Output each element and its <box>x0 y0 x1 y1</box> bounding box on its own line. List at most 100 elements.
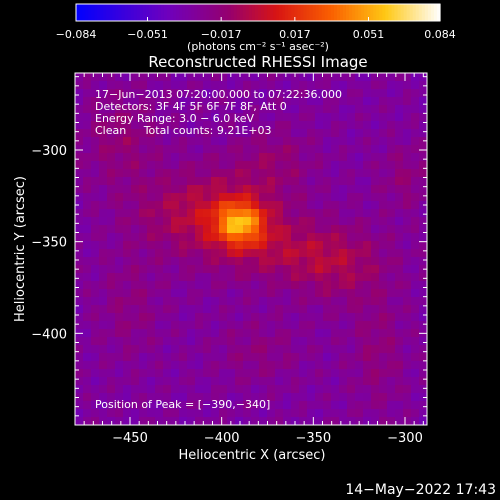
heatmap-cell <box>379 209 388 218</box>
heatmap-cell <box>179 105 188 114</box>
heatmap-cell <box>123 153 132 162</box>
heatmap-cell <box>163 89 172 98</box>
heatmap-cell <box>371 353 380 362</box>
heatmap-cell <box>363 401 372 410</box>
heatmap-cell <box>147 201 156 210</box>
heatmap-cell <box>363 217 372 226</box>
heatmap-cell <box>195 281 204 290</box>
heatmap-cell <box>259 113 268 122</box>
heatmap-cell <box>243 401 252 410</box>
heatmap-cell <box>123 161 132 170</box>
heatmap-cell <box>299 361 308 370</box>
heatmap-cell <box>83 417 92 426</box>
heatmap-cell <box>123 329 132 338</box>
colorbar-segment <box>145 4 150 21</box>
heatmap-cell <box>387 417 396 426</box>
heatmap-cell <box>315 121 324 130</box>
heatmap-cell <box>339 297 348 306</box>
heatmap-cell <box>75 321 84 330</box>
heatmap-cell <box>379 97 388 106</box>
heatmap-cell <box>419 97 428 106</box>
heatmap-cell <box>411 329 420 338</box>
heatmap-cell <box>99 361 108 370</box>
heatmap-cell <box>251 297 260 306</box>
heatmap-cell <box>211 249 220 258</box>
heatmap-cell <box>299 129 308 138</box>
heatmap-cell <box>227 217 236 226</box>
heatmap-cell <box>267 409 276 418</box>
heatmap-cell <box>291 361 300 370</box>
heatmap-cell <box>203 89 212 98</box>
heatmap-cell <box>291 265 300 274</box>
heatmap-cell <box>171 337 180 346</box>
colorbar-segment <box>306 4 311 21</box>
heatmap-cell <box>315 345 324 354</box>
heatmap-cell <box>107 89 116 98</box>
heatmap-cell <box>411 345 420 354</box>
heatmap-cell <box>187 361 196 370</box>
heatmap-cell <box>211 305 220 314</box>
heatmap-cell <box>291 129 300 138</box>
heatmap-cell <box>171 225 180 234</box>
colorbar-segment <box>157 4 162 21</box>
heatmap-cell <box>419 153 428 162</box>
colorbar-segment <box>200 4 204 21</box>
heatmap-cell <box>355 281 364 290</box>
heatmap-cell <box>355 241 364 250</box>
heatmap-cell <box>203 417 212 426</box>
heatmap-cell <box>107 217 116 226</box>
heatmap-cell <box>419 233 428 242</box>
heatmap-cell <box>379 409 388 418</box>
heatmap-cell <box>315 249 324 258</box>
heatmap-cell <box>251 185 260 194</box>
heatmap-cell <box>75 409 84 418</box>
heatmap-cell <box>347 241 356 250</box>
heatmap-cell <box>259 81 268 90</box>
heatmap-cell <box>219 153 228 162</box>
heatmap-cell <box>195 241 204 250</box>
heatmap-cell <box>123 121 132 130</box>
heatmap-cell <box>275 369 284 378</box>
heatmap-cell <box>331 185 340 194</box>
heatmap-cell <box>123 273 132 282</box>
heatmap-cell <box>187 97 196 106</box>
heatmap-cell <box>131 193 140 202</box>
heatmap-cell <box>291 89 300 98</box>
heatmap-cell <box>283 377 292 386</box>
heatmap-cell <box>363 369 372 378</box>
heatmap-cell <box>299 249 308 258</box>
heatmap-cell <box>339 193 348 202</box>
heatmap-cell <box>379 153 388 162</box>
heatmap-cell <box>243 217 252 226</box>
heatmap-cell <box>219 81 228 90</box>
heatmap-cell <box>331 73 340 82</box>
heatmap-cell <box>163 209 172 218</box>
heatmap-cell <box>395 401 404 410</box>
colorbar-segment <box>115 4 120 21</box>
heatmap-cell <box>395 273 404 282</box>
heatmap-cell <box>171 145 180 154</box>
heatmap-cell <box>123 129 132 138</box>
heatmap-cell <box>323 145 332 154</box>
heatmap-cell <box>147 321 156 330</box>
heatmap-cell <box>195 417 204 426</box>
heatmap-cell <box>299 225 308 234</box>
heatmap-cell <box>395 121 404 130</box>
heatmap-cell <box>163 105 172 114</box>
heatmap-cell <box>291 281 300 290</box>
heatmap-cell <box>195 121 204 130</box>
heatmap-cell <box>131 169 140 178</box>
heatmap-cell <box>299 409 308 418</box>
heatmap-cell <box>83 401 92 410</box>
heatmap-cell <box>259 97 268 106</box>
heatmap-cell <box>219 225 228 234</box>
heatmap-cell <box>331 249 340 258</box>
heatmap-cell <box>331 289 340 298</box>
heatmap-cell <box>363 289 372 298</box>
heatmap-cell <box>83 281 92 290</box>
heatmap-cell <box>291 273 300 282</box>
heatmap-cell <box>203 241 212 250</box>
heatmap-cell <box>195 225 204 234</box>
heatmap-cell <box>139 329 148 338</box>
heatmap-cell <box>379 161 388 170</box>
